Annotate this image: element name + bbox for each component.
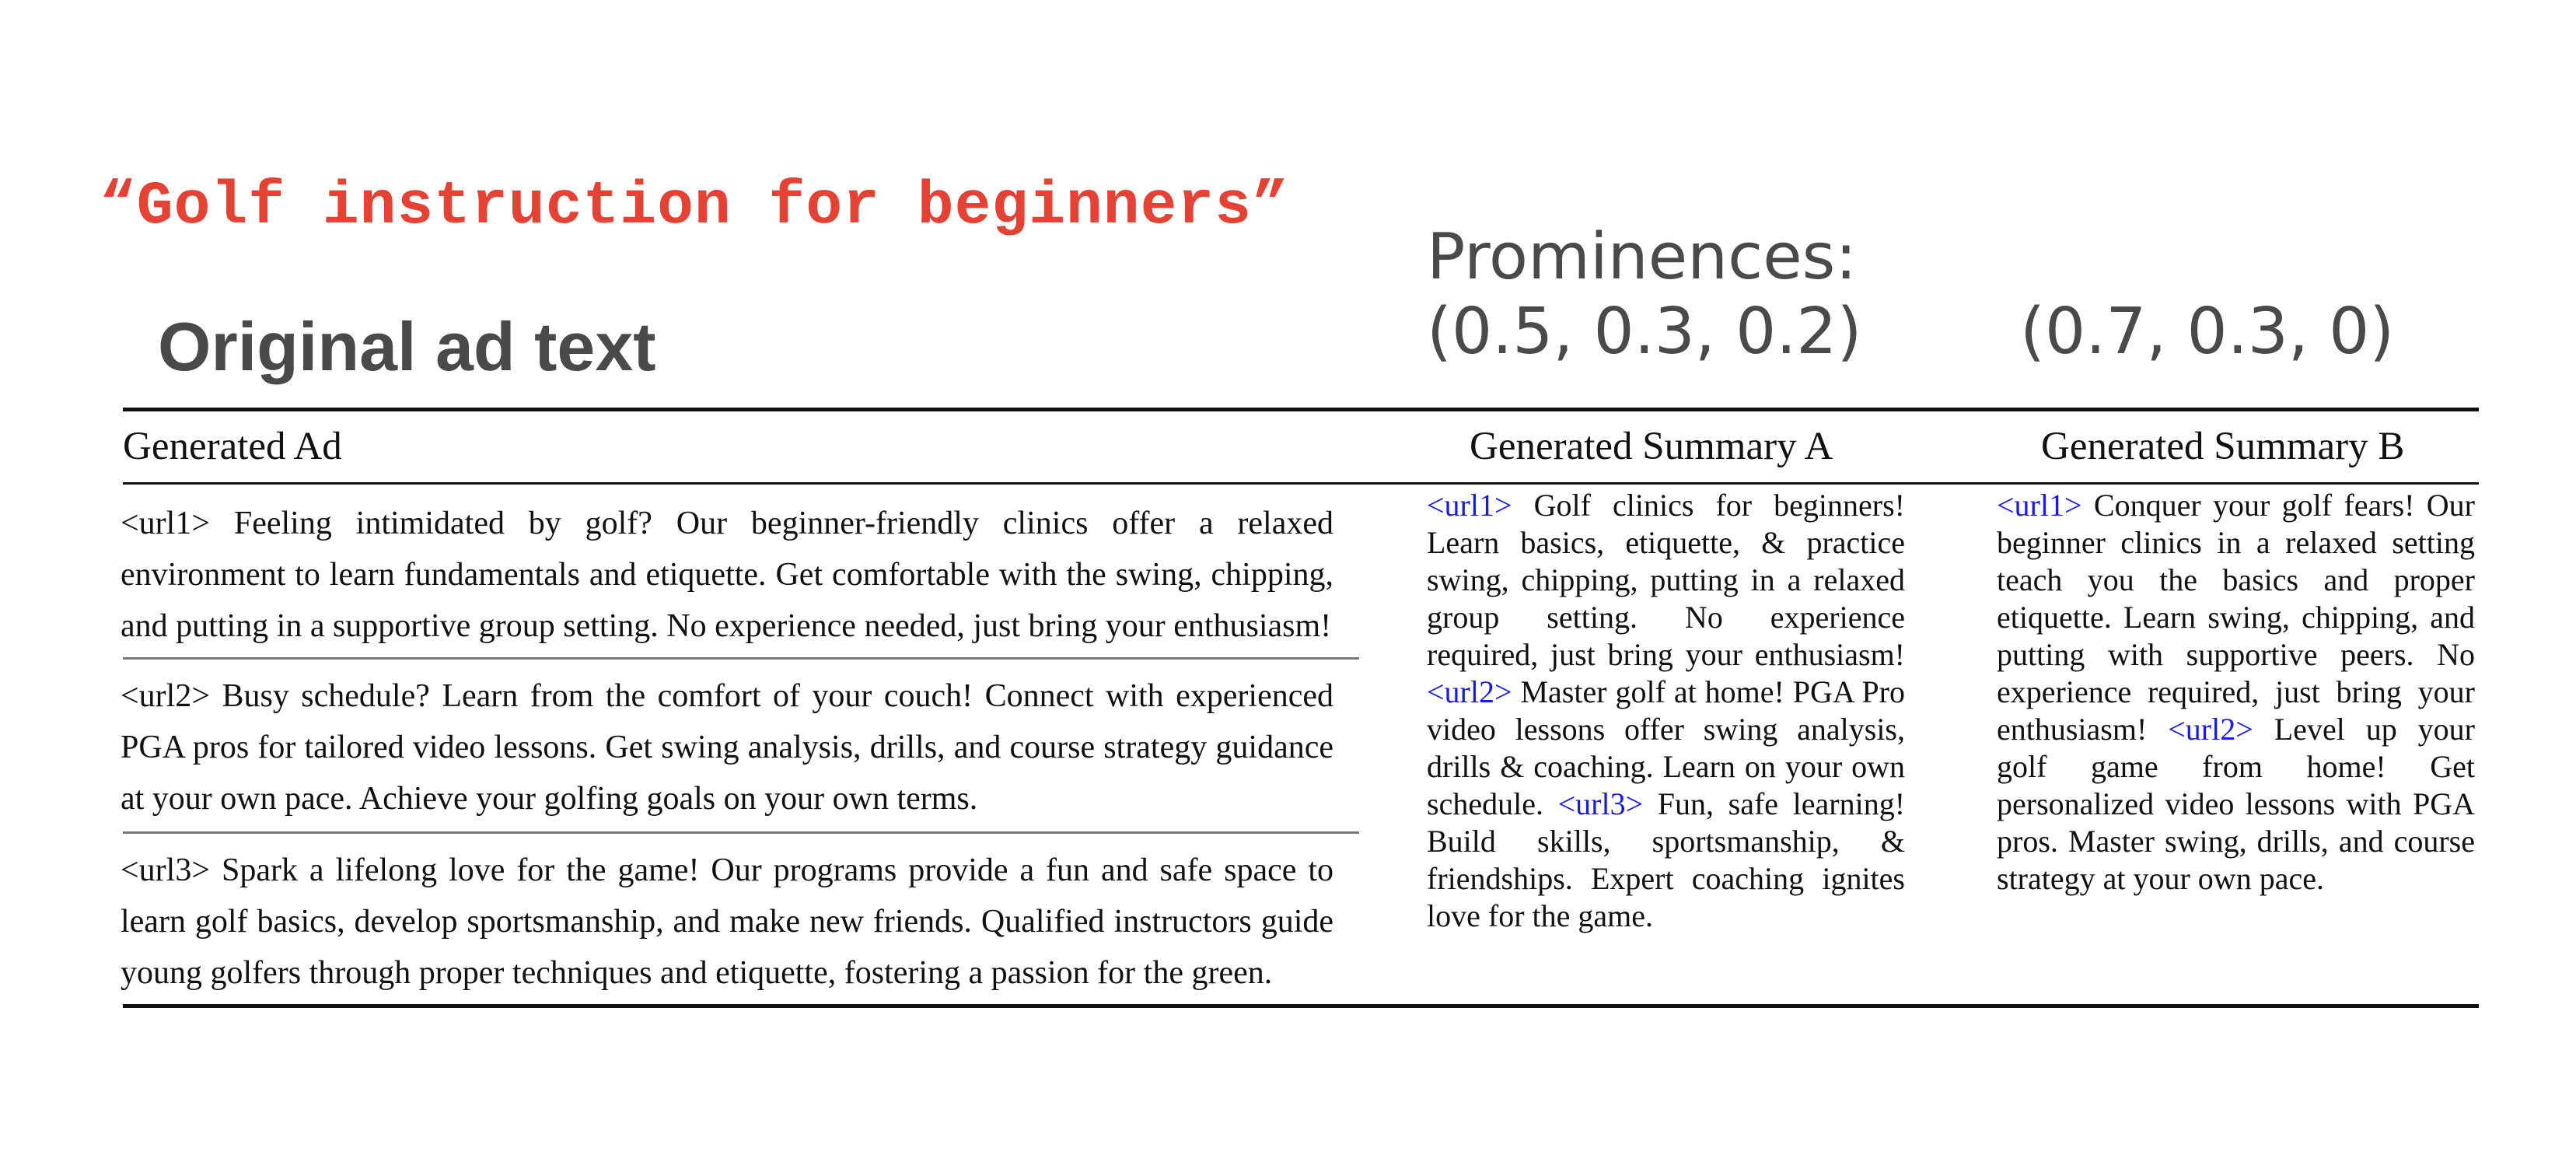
summary-a-url3-text: Fun, safe learning! Build skills, sports… [1427, 786, 1906, 933]
header-summary-a: Generated Summary A [1470, 425, 1833, 468]
ad-row-url1: <url1> Feeling intimidated by golf? Our … [121, 506, 1333, 644]
ad-row-url3: <url3> Spark a lifelong love for the gam… [121, 852, 1333, 991]
ad-row-url2: <url2> Busy schedule? Learn from the com… [121, 678, 1333, 817]
query-title: “Golf instruction for beginners” [100, 173, 1289, 241]
url-tag: <url2> [2168, 712, 2253, 747]
summary-a-url2-text: Master golf at home! PGA Pro video lesso… [1427, 674, 1905, 821]
prominences-label: Prominences: [1427, 220, 1858, 294]
url-tag: <url1> [1427, 488, 1512, 523]
prominence-b-value: (0.7, 0.3, 0) [2020, 295, 2395, 369]
header-generated-ad: Generated Ad [123, 425, 342, 468]
table-header-rule [123, 482, 2479, 485]
url-tag: <url3> [1557, 786, 1644, 821]
table-top-rule [123, 408, 2479, 411]
ad-row-divider [123, 657, 1359, 660]
summary-a-cell: <url1> Golf clinics for beginners! Learn… [1427, 487, 1905, 935]
original-ad-label: Original ad text [158, 308, 656, 385]
ad-row-divider [123, 831, 1359, 834]
summary-b-cell: <url1> Conquer your golf fears! Our begi… [1997, 487, 2475, 898]
header-summary-b: Generated Summary B [2041, 425, 2405, 468]
table-bottom-rule [123, 1004, 2479, 1008]
url-tag: <url1> [1997, 488, 2082, 523]
summary-a-url1-text: Golf clinics for beginners! Learn basics… [1427, 488, 1906, 672]
summary-b-url1-text: Conquer your golf fears! Our beginner cl… [1997, 488, 2476, 747]
prominence-a-value: (0.5, 0.3, 0.2) [1427, 295, 1862, 369]
url-tag: <url2> [1427, 674, 1512, 709]
summary-b-url2-text: Level up your golf game from home! Get p… [1997, 712, 2475, 896]
